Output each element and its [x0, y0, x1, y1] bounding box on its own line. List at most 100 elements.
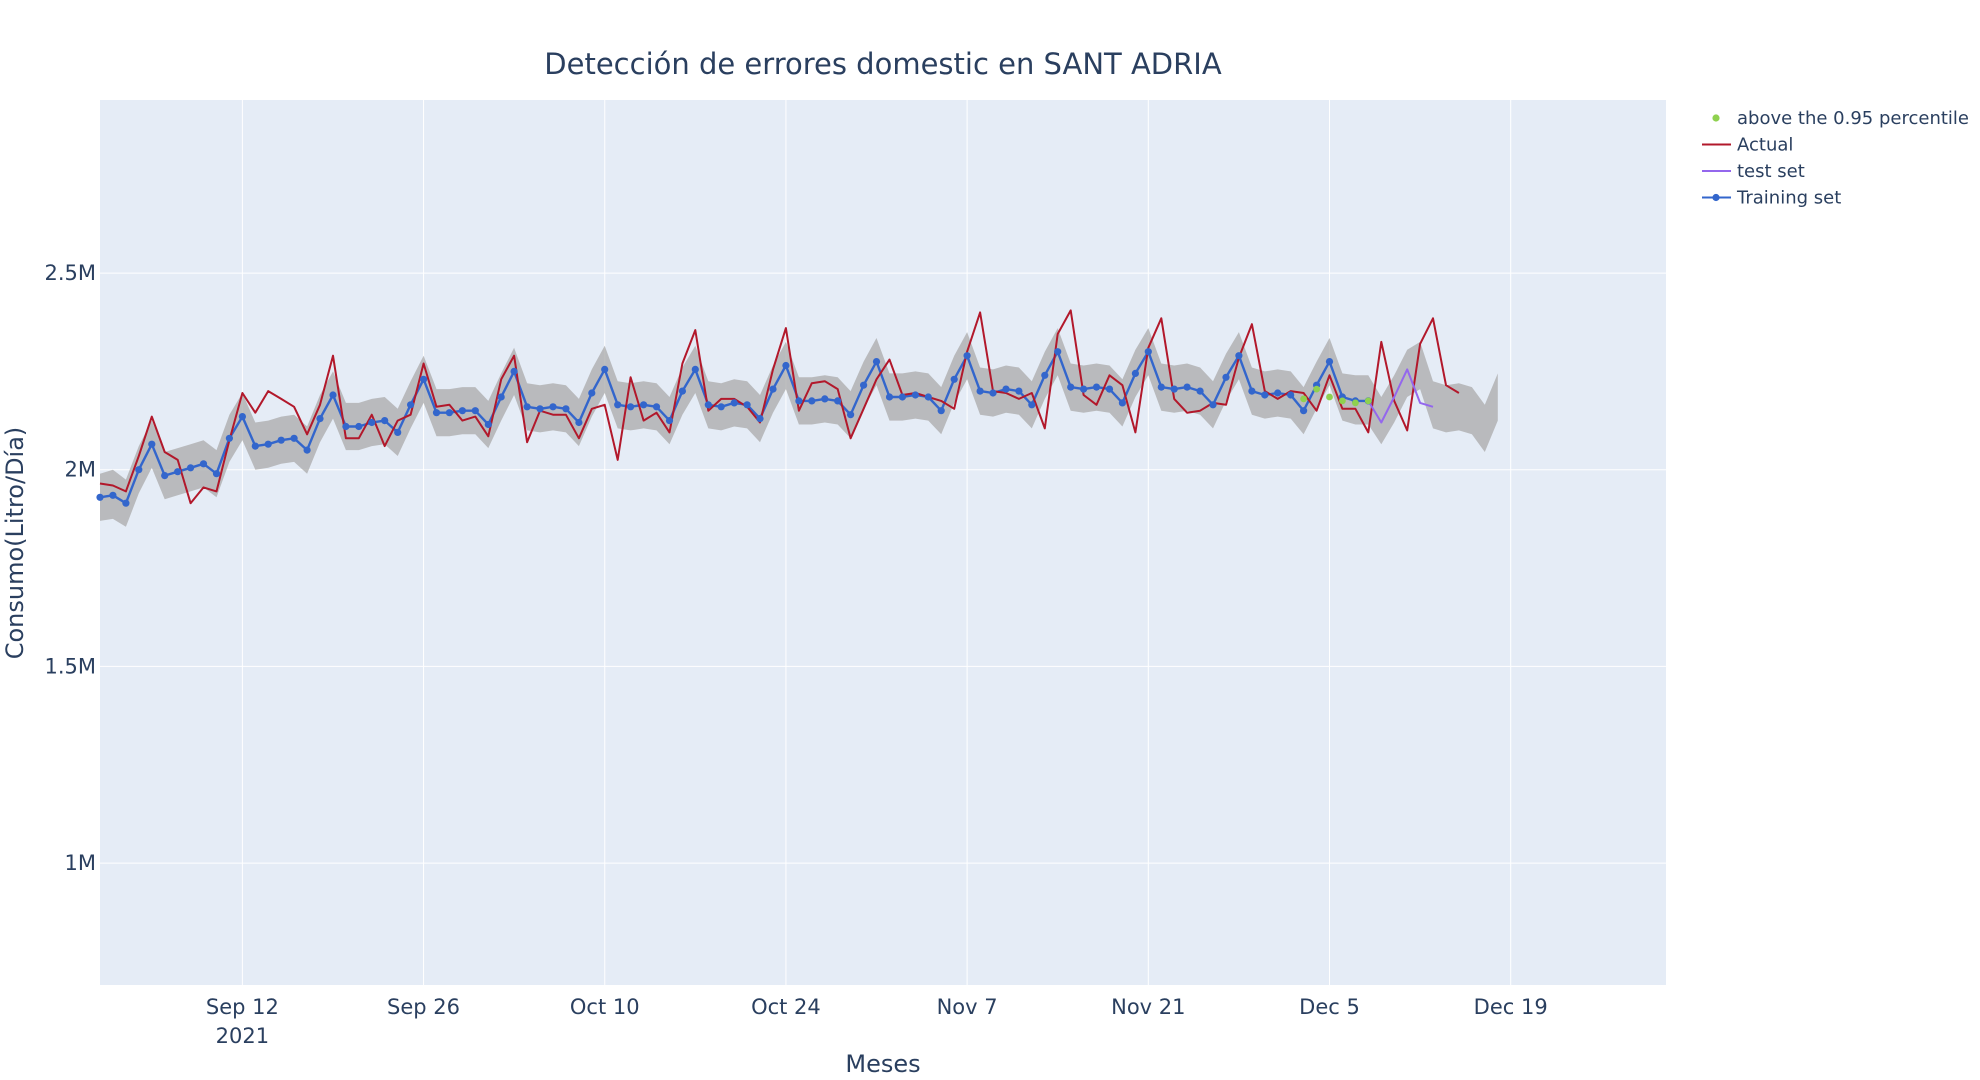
- training-set-point: [1300, 407, 1308, 415]
- training-set-point: [1196, 387, 1204, 395]
- anomaly-point: [1339, 397, 1346, 405]
- legend-marker-swatch: [1712, 193, 1720, 202]
- training-set-point: [484, 420, 492, 429]
- training-set-point: [743, 401, 751, 409]
- training-set-point: [251, 442, 259, 450]
- training-set-point: [290, 434, 298, 442]
- training-set-point: [510, 367, 518, 375]
- training-set-point: [821, 395, 829, 403]
- marker-layer: [96, 348, 1372, 507]
- training-set-point: [1325, 358, 1334, 366]
- training-set-point: [1287, 391, 1295, 399]
- training-set-point: [1015, 387, 1023, 395]
- training-set-point: [135, 466, 143, 474]
- training-set-point: [1041, 371, 1049, 379]
- confidence-band-layer: [100, 328, 1498, 527]
- training-set-point: [640, 401, 648, 409]
- x-tick-label: Nov 21: [1111, 995, 1185, 1019]
- training-set-point: [523, 403, 531, 411]
- training-set-point: [1118, 399, 1126, 407]
- training-set-point: [1261, 391, 1269, 399]
- training-set-point: [264, 440, 272, 448]
- legend-label: test set: [1737, 161, 1805, 182]
- legend-label: Actual: [1737, 135, 1793, 156]
- training-set-point: [303, 446, 311, 454]
- training-set-point: [445, 409, 453, 417]
- training-set-point: [471, 407, 479, 415]
- x-axis-title: Meses: [845, 1050, 920, 1078]
- plot-background: [100, 100, 1666, 985]
- x-tick-label: Oct 24: [751, 995, 821, 1019]
- training-set-point: [782, 361, 790, 370]
- legend-label: Training set: [1736, 188, 1841, 209]
- training-set-point: [536, 405, 544, 413]
- training-set-point: [1144, 348, 1152, 356]
- legend-item[interactable]: Actual: [1702, 135, 1793, 156]
- training-set-point: [187, 464, 195, 472]
- anomaly-point: [1352, 399, 1359, 407]
- training-set-point: [730, 399, 738, 407]
- x-tick-label: Dec 19: [1474, 995, 1548, 1019]
- training-set-point: [420, 375, 428, 383]
- training-set-point: [847, 411, 855, 419]
- y-tick-label: 2M: [65, 458, 96, 482]
- training-set-point: [1274, 389, 1282, 397]
- training-set-point: [704, 401, 712, 409]
- anomaly-point: [1326, 393, 1333, 401]
- training-set-point: [381, 417, 389, 425]
- training-set-point: [976, 387, 984, 395]
- legend-item[interactable]: test set: [1702, 161, 1805, 182]
- x-tick-sublabel: 2021: [216, 1024, 269, 1048]
- training-set-point: [717, 403, 725, 411]
- x-tick-label: Sep 12: [206, 995, 279, 1019]
- training-set-point: [911, 391, 920, 399]
- training-set-point: [588, 389, 596, 397]
- training-set-point: [407, 401, 415, 409]
- training-set-point: [989, 389, 997, 397]
- grid-layer: [100, 100, 1666, 985]
- training-set-point: [808, 397, 816, 405]
- training-set-point: [924, 393, 932, 401]
- x-tick-label: Dec 5: [1299, 995, 1360, 1019]
- x-tick-label: Sep 26: [387, 995, 460, 1019]
- series-line-test-set: [1367, 368, 1434, 424]
- y-tick-label: 1M: [65, 851, 96, 875]
- x-tick-label: Nov 7: [937, 995, 998, 1019]
- training-set-point: [1131, 369, 1139, 377]
- training-set-point: [1028, 401, 1036, 409]
- training-set-point: [872, 358, 881, 366]
- training-set-point: [769, 385, 777, 393]
- training-set-point: [1222, 373, 1230, 381]
- training-set-point: [342, 422, 350, 431]
- training-set-point: [1080, 385, 1088, 393]
- y-tick-label: 2.5M: [44, 261, 96, 285]
- legend-item[interactable]: above the 0.95 percentile: [1712, 108, 1969, 129]
- training-set-point: [148, 440, 156, 448]
- training-set-point: [329, 391, 337, 399]
- training-set-point: [1170, 385, 1178, 393]
- training-set-point: [96, 493, 104, 501]
- training-set-point: [898, 393, 907, 401]
- training-set-point: [1105, 385, 1114, 393]
- training-set-point: [756, 415, 764, 423]
- training-set-point: [795, 397, 803, 405]
- training-set-point: [368, 418, 376, 427]
- training-set-point: [1209, 401, 1217, 409]
- training-set-point: [1157, 383, 1165, 391]
- chart-title: Detección de errores domestic en SANT AD…: [544, 47, 1222, 81]
- legend-item[interactable]: Training set: [1702, 188, 1841, 209]
- training-set-point: [1092, 383, 1101, 391]
- training-set-point: [199, 460, 208, 468]
- y-tick-label: 1.5M: [44, 654, 96, 678]
- legend[interactable]: above the 0.95 percentile Actual test set T…: [1702, 108, 1969, 209]
- confidence-band: [100, 328, 1498, 527]
- training-set-point: [122, 499, 130, 507]
- training-set-point: [212, 470, 221, 478]
- training-set-point: [161, 472, 169, 480]
- training-set-point: [277, 436, 285, 444]
- training-set-point: [691, 365, 699, 373]
- training-set-point: [238, 413, 246, 421]
- training-set-point: [316, 415, 324, 423]
- training-set-point: [355, 422, 363, 431]
- legend-label: above the 0.95 percentile: [1737, 108, 1969, 129]
